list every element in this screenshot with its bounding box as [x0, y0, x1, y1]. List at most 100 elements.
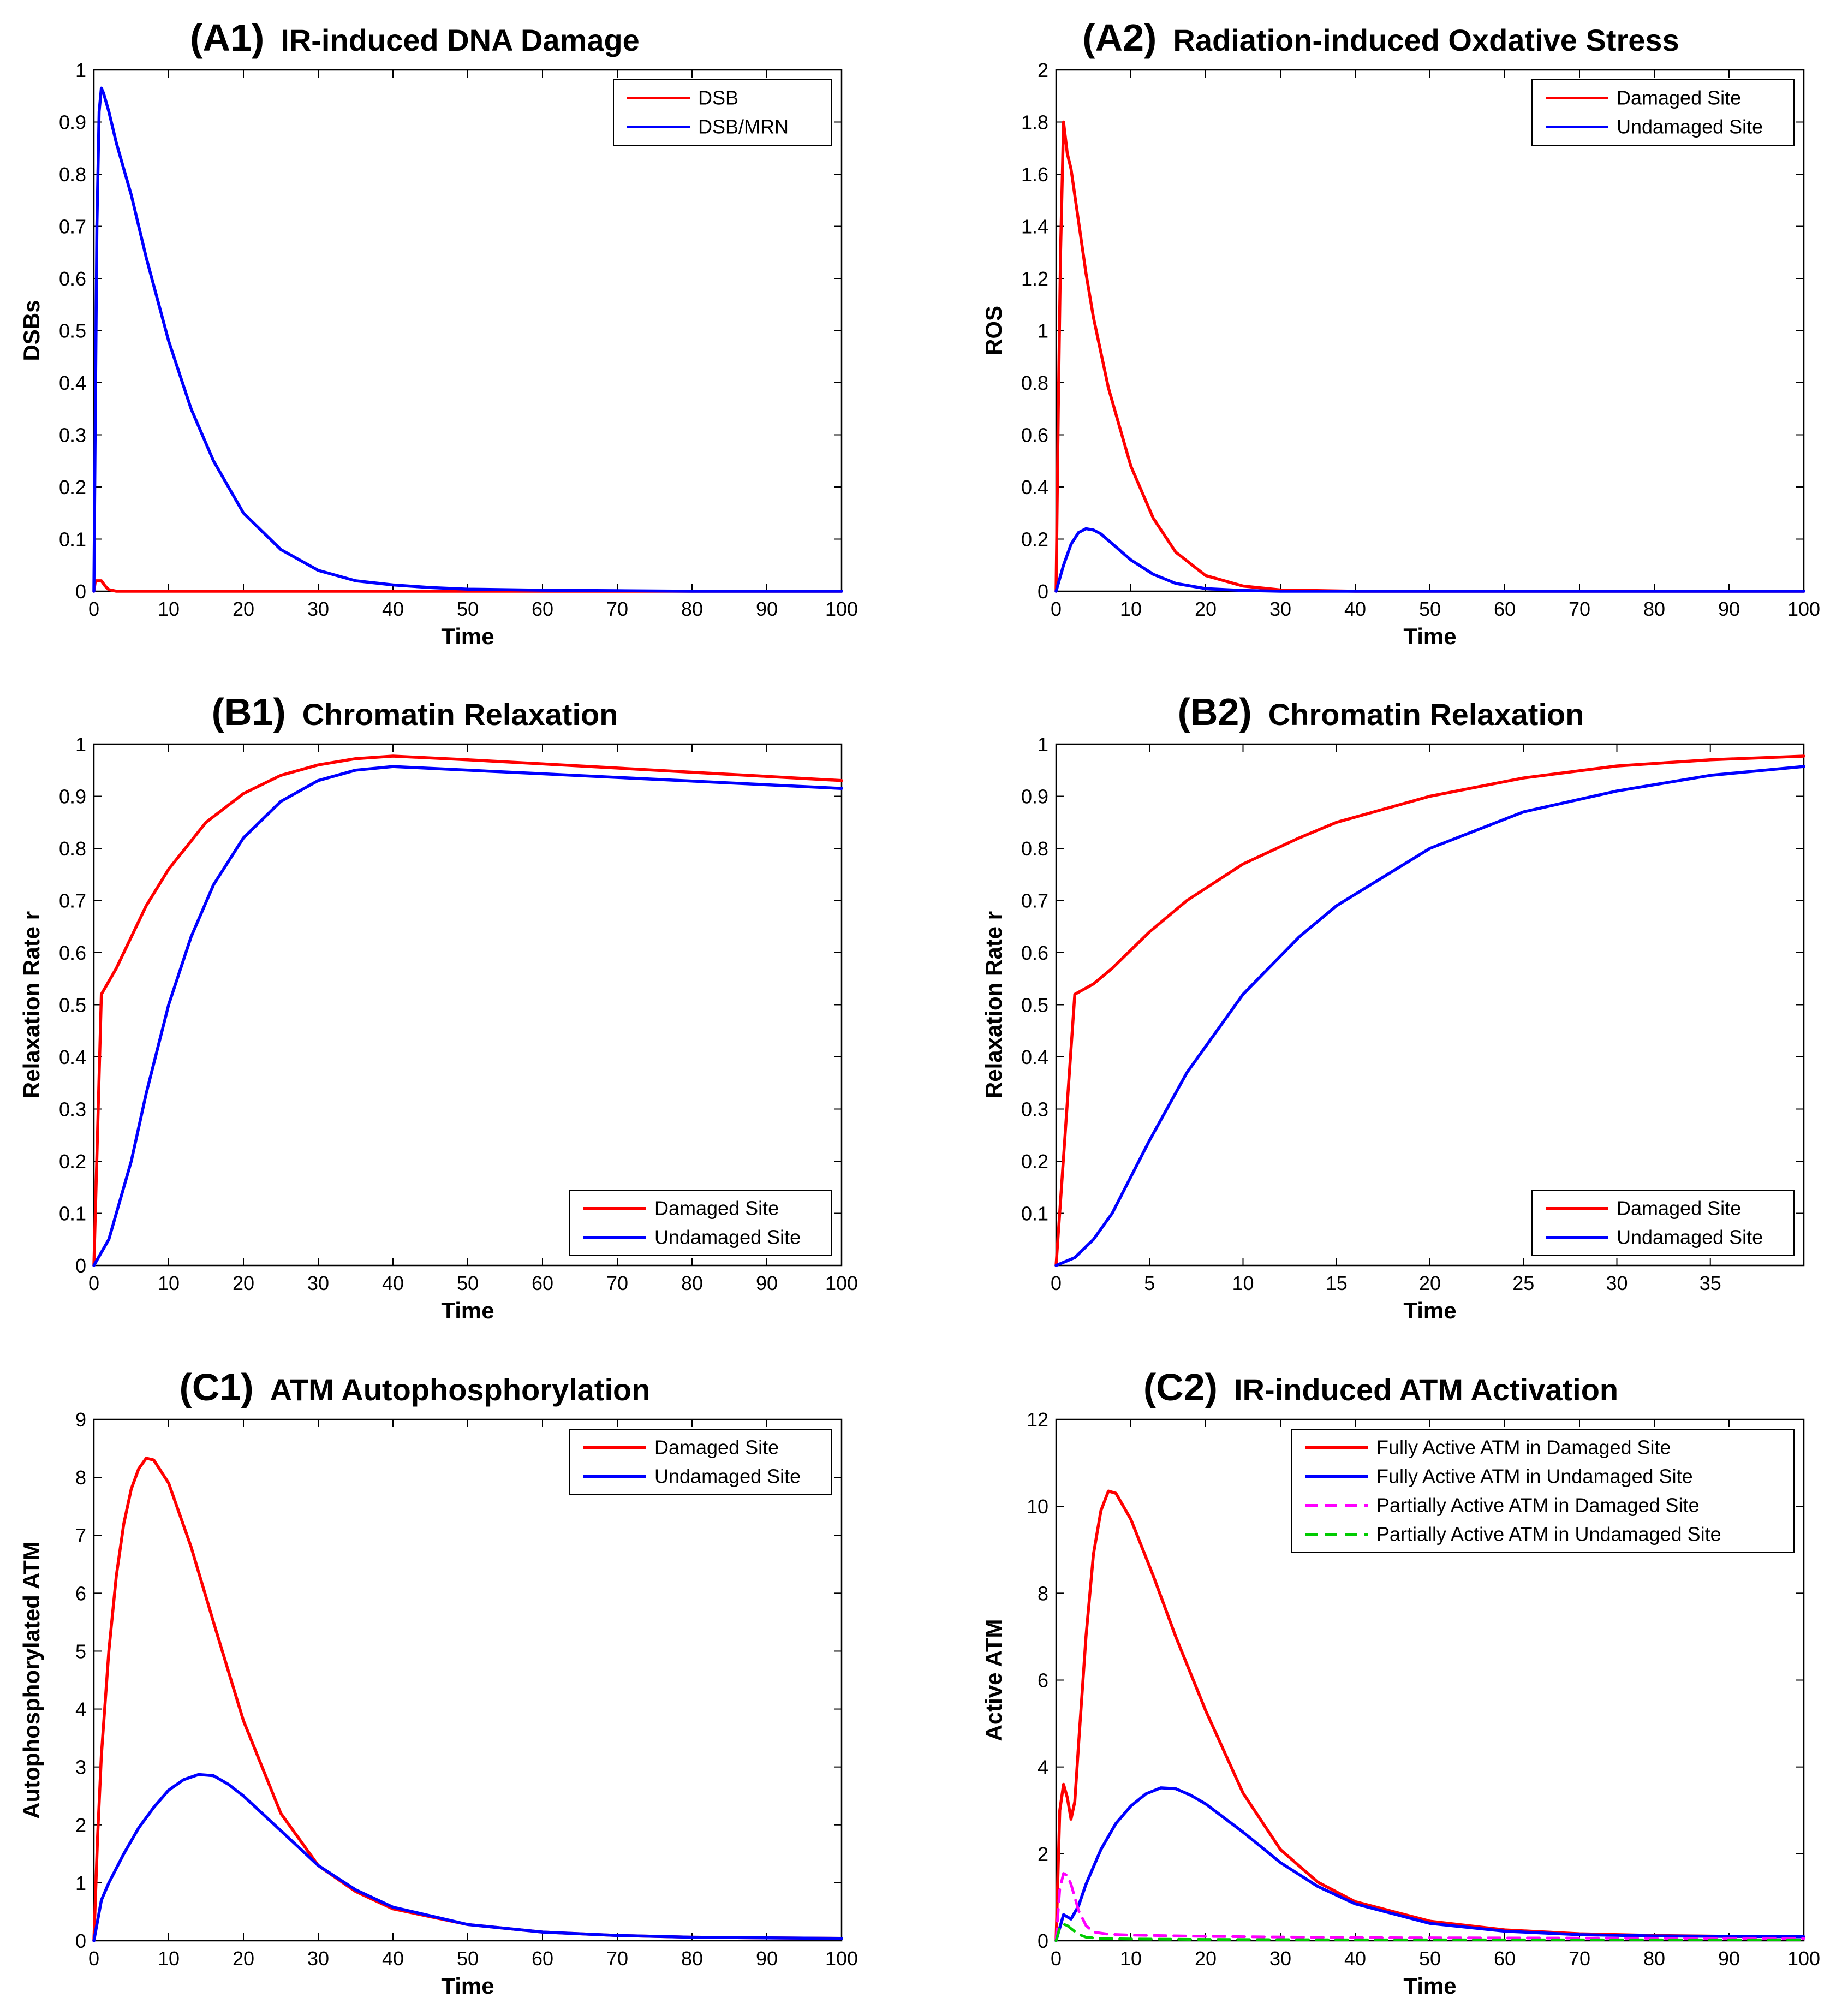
y-tick-label: 1.2 [1021, 268, 1048, 290]
panel-id: (B2) [1178, 691, 1252, 733]
x-tick-label: 0 [88, 598, 99, 620]
y-axis-label: Relaxation Rate r [981, 911, 1006, 1098]
y-tick-label: 0 [75, 1930, 86, 1952]
y-tick-label: 0.8 [1021, 372, 1048, 394]
x-tick-label: 40 [1344, 1947, 1366, 1970]
x-tick-label: 50 [457, 1272, 479, 1294]
x-tick-label: 100 [1787, 598, 1820, 620]
x-tick-label: 20 [1195, 1947, 1217, 1970]
x-axis-label: Time [1403, 1973, 1456, 1999]
y-tick-label: 0.8 [1021, 837, 1048, 860]
legend-label: Partially Active ATM in Undamaged Site [1376, 1523, 1721, 1546]
y-tick-label: 0.6 [1021, 942, 1048, 964]
x-tick-label: 20 [1419, 1272, 1441, 1294]
y-tick-label: 0.8 [59, 837, 86, 860]
y-axis-label: Relaxation Rate r [19, 911, 44, 1098]
y-tick-label: 0 [75, 1255, 86, 1277]
y-tick-label: 0 [1038, 580, 1048, 603]
plot-frame [1055, 743, 1805, 1267]
x-tick-label: 40 [382, 1947, 404, 1970]
x-tick-label: 90 [1718, 598, 1740, 620]
y-tick-label: 2 [1038, 59, 1048, 81]
x-tick-label: 70 [1569, 1947, 1590, 1970]
x-tick-label: 10 [1120, 598, 1142, 620]
y-tick-label: 0.4 [1021, 1046, 1048, 1068]
panel-id: (A2) [1082, 16, 1157, 59]
panel-title-text: ATM Autophosphorylation [270, 1372, 651, 1407]
x-tick-label: 5 [1144, 1272, 1155, 1294]
x-tick-label: 60 [532, 598, 553, 620]
x-tick-label: 20 [233, 1272, 254, 1294]
legend-box [613, 79, 832, 146]
y-tick-label: 12 [1027, 1408, 1048, 1431]
legend-label: DSB [698, 87, 738, 109]
x-tick-label: 0 [1051, 1272, 1062, 1294]
y-axis-label: Autophosphorylated ATM [19, 1541, 44, 1819]
x-tick-label: 80 [1643, 1947, 1665, 1970]
y-tick-label: 0.2 [59, 476, 86, 498]
panel-id: (C2) [1143, 1366, 1218, 1408]
y-tick-label: 8 [1038, 1582, 1048, 1604]
x-tick-label: 20 [233, 1947, 254, 1970]
plot-frame [1055, 69, 1805, 592]
x-tick-label: 35 [1700, 1272, 1721, 1294]
series-line-dsb-mrn [92, 86, 843, 593]
series-line-partially-active-atm-in-damaged-site [1054, 1872, 1805, 1942]
x-tick-label: 20 [1195, 598, 1217, 620]
x-tick-label: 40 [382, 1272, 404, 1294]
legend-box [1531, 79, 1795, 146]
plot-frame [93, 743, 843, 1267]
legend-box [569, 1190, 832, 1256]
x-tick-label: 50 [457, 1947, 479, 1970]
y-tick-label: 7 [75, 1524, 86, 1547]
legend-label: Damaged Site [1617, 1197, 1741, 1220]
y-tick-label: 0.3 [1021, 1098, 1048, 1121]
y-tick-label: 1 [75, 1872, 86, 1894]
y-tick-label: 0.2 [59, 1150, 86, 1173]
x-tick-label: 0 [88, 1947, 99, 1970]
y-tick-label: 0.3 [59, 1098, 86, 1121]
y-tick-label: 0.4 [59, 372, 86, 394]
series-line-damaged-site [1054, 120, 1805, 593]
x-tick-label: 80 [681, 598, 703, 620]
plot-frame [93, 1418, 843, 1942]
legend-box [569, 1429, 832, 1495]
y-tick-label: 8 [75, 1466, 86, 1489]
x-tick-label: 10 [158, 1272, 180, 1294]
y-tick-label: 0.3 [59, 424, 86, 447]
legend-label: Damaged Site [1617, 87, 1741, 109]
panel-title: (C2) IR-induced ATM Activation [1143, 1366, 1618, 1408]
y-tick-label: 1.6 [1021, 163, 1048, 186]
legend-label: Undamaged Site [654, 1465, 801, 1488]
panel-title-text: IR-induced ATM Activation [1234, 1372, 1618, 1407]
series-line-undamaged-site [1054, 527, 1805, 593]
legend-label: Fully Active ATM in Damaged Site [1376, 1436, 1671, 1459]
legend-label: Undamaged Site [1617, 1226, 1763, 1249]
y-tick-label: 0.7 [59, 890, 86, 912]
panel-title-text: Chromatin Relaxation [1268, 697, 1584, 732]
x-axis-label: Time [1403, 623, 1456, 649]
panel-title: (A1) IR-induced DNA Damage [190, 16, 640, 59]
y-axis-label: Active ATM [981, 1619, 1006, 1741]
y-tick-label: 0.4 [59, 1046, 86, 1068]
y-tick-label: 0.8 [59, 163, 86, 186]
y-tick-label: 1 [75, 733, 86, 756]
panel-title: (B2) Chromatin Relaxation [1178, 691, 1584, 733]
x-tick-label: 60 [532, 1947, 553, 1970]
x-tick-label: 100 [825, 598, 858, 620]
y-tick-label: 0 [1038, 1930, 1048, 1952]
x-tick-label: 0 [1051, 598, 1062, 620]
x-tick-label: 30 [307, 1947, 329, 1970]
y-tick-label: 1 [75, 59, 86, 81]
series-line-fully-active-atm-in-undamaged-site [1054, 1786, 1805, 1942]
legend-label: Undamaged Site [1617, 116, 1763, 138]
y-tick-label: 1.8 [1021, 111, 1048, 134]
y-tick-label: 2 [75, 1814, 86, 1836]
y-tick-label: 0.1 [1021, 1203, 1048, 1225]
legend-label: Partially Active ATM in Damaged Site [1376, 1494, 1700, 1517]
panel-id: (B1) [212, 691, 286, 733]
y-tick-label: 0.1 [59, 528, 86, 551]
legend-label: Damaged Site [654, 1436, 779, 1459]
